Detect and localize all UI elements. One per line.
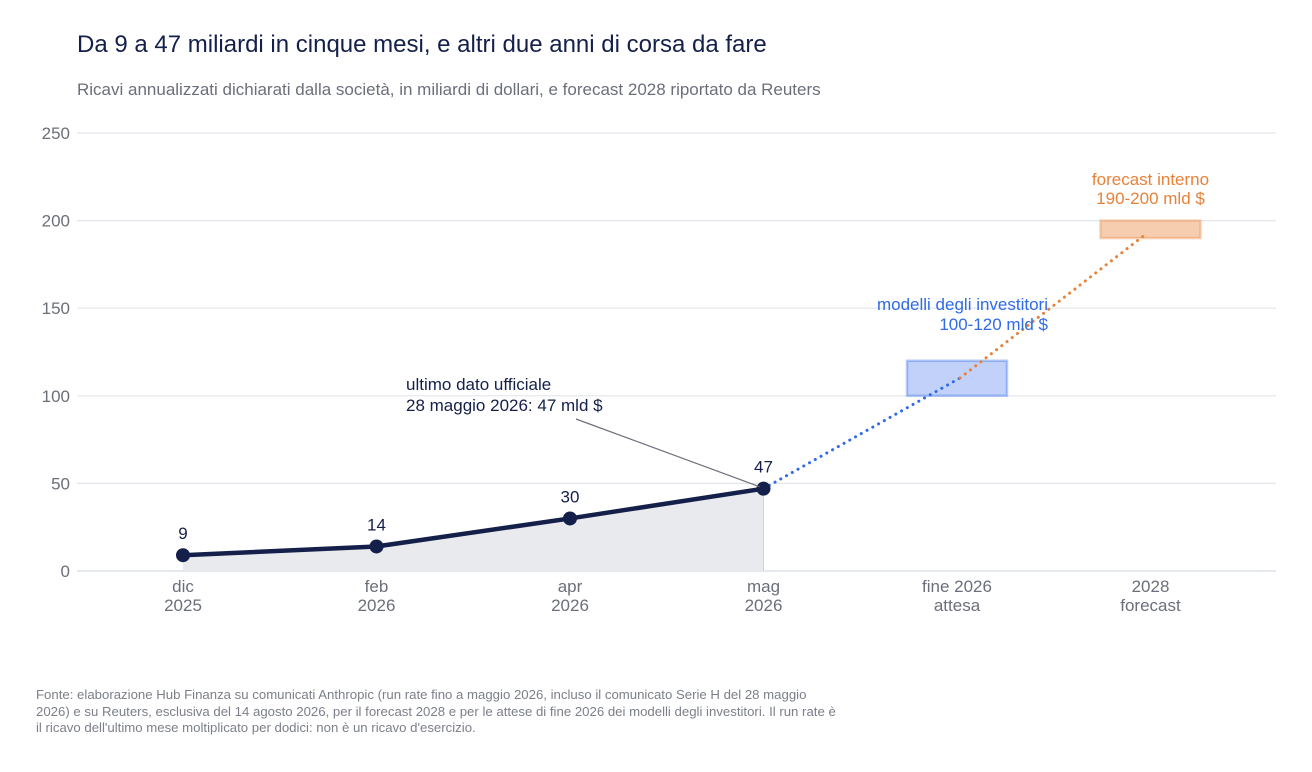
range-label-0-1: 100-120 mld $ xyxy=(939,315,1048,334)
x-tick-label-1-0: feb xyxy=(365,577,389,596)
data-label-3: 47 xyxy=(754,458,773,477)
x-tick-label-0-0: dic xyxy=(172,577,194,596)
source-note: Fonte: elaborazione Hub Finanza su comun… xyxy=(36,687,836,735)
data-label-0: 9 xyxy=(178,524,187,543)
annotation-text-0: ultimo dato ufficiale xyxy=(406,375,551,394)
range-box-0 xyxy=(905,359,1009,398)
projection-line-0 xyxy=(762,376,962,491)
chart-subtitle: Ricavi annualizzati dichiarati dalla soc… xyxy=(77,80,821,99)
data-label-1: 14 xyxy=(367,515,386,534)
data-label-2: 30 xyxy=(561,487,580,506)
y-tick-label-250: 250 xyxy=(42,124,70,143)
label-layer: 9 14 30 47 modelli degli investitori100-120 … xyxy=(178,170,1209,543)
annotation-layer: ultimo dato ufficiale 28 maggio 2026: 47 … xyxy=(406,375,760,488)
x-tick-label-3-1: 2026 xyxy=(745,596,783,615)
projection-layer xyxy=(762,232,1148,491)
x-tick-label-5-1: forecast xyxy=(1120,596,1181,615)
y-tick-label-200: 200 xyxy=(42,212,70,231)
range-label-1-1: 190-200 mld $ xyxy=(1096,189,1205,208)
range-label-0-0: modelli degli investitori xyxy=(877,295,1048,314)
line-layer xyxy=(176,481,771,563)
range-box-1 xyxy=(1099,219,1202,240)
x-tick-label-2-0: apr xyxy=(558,577,583,596)
range-label-1-0: forecast interno xyxy=(1092,170,1209,189)
axis-layer: 050100150200250dic2025feb2026apr2026mag2… xyxy=(42,124,1181,615)
data-point-0 xyxy=(176,548,190,563)
x-tick-label-4-1: attesa xyxy=(934,596,981,615)
y-tick-label-100: 100 xyxy=(42,387,70,406)
x-tick-label-0-1: 2025 xyxy=(164,596,202,615)
x-tick-label-1-1: 2026 xyxy=(358,596,396,615)
x-tick-label-4-0: fine 2026 xyxy=(922,577,992,596)
data-point-1 xyxy=(369,539,384,554)
x-tick-label-2-1: 2026 xyxy=(551,596,589,615)
y-tick-label-0: 0 xyxy=(61,562,70,581)
actual-series-line xyxy=(180,486,766,558)
x-tick-label-3-0: mag xyxy=(747,577,780,596)
x-tick-label-5-0: 2028 xyxy=(1132,577,1170,596)
range-layer xyxy=(905,219,1202,398)
y-tick-label-150: 150 xyxy=(42,299,70,318)
chart-title: Da 9 a 47 miliardi in cinque mesi, e alt… xyxy=(77,31,767,58)
annotation-leader-line xyxy=(575,418,760,488)
data-point-3 xyxy=(756,481,771,496)
annotation-text-1: 28 maggio 2026: 47 mld $ xyxy=(406,396,603,415)
revenue-chart: ultimo dato ufficiale 28 maggio 2026: 47 … xyxy=(42,124,1276,615)
projection-line-1 xyxy=(958,232,1148,380)
data-point-2 xyxy=(563,511,577,526)
y-tick-label-50: 50 xyxy=(51,474,70,493)
